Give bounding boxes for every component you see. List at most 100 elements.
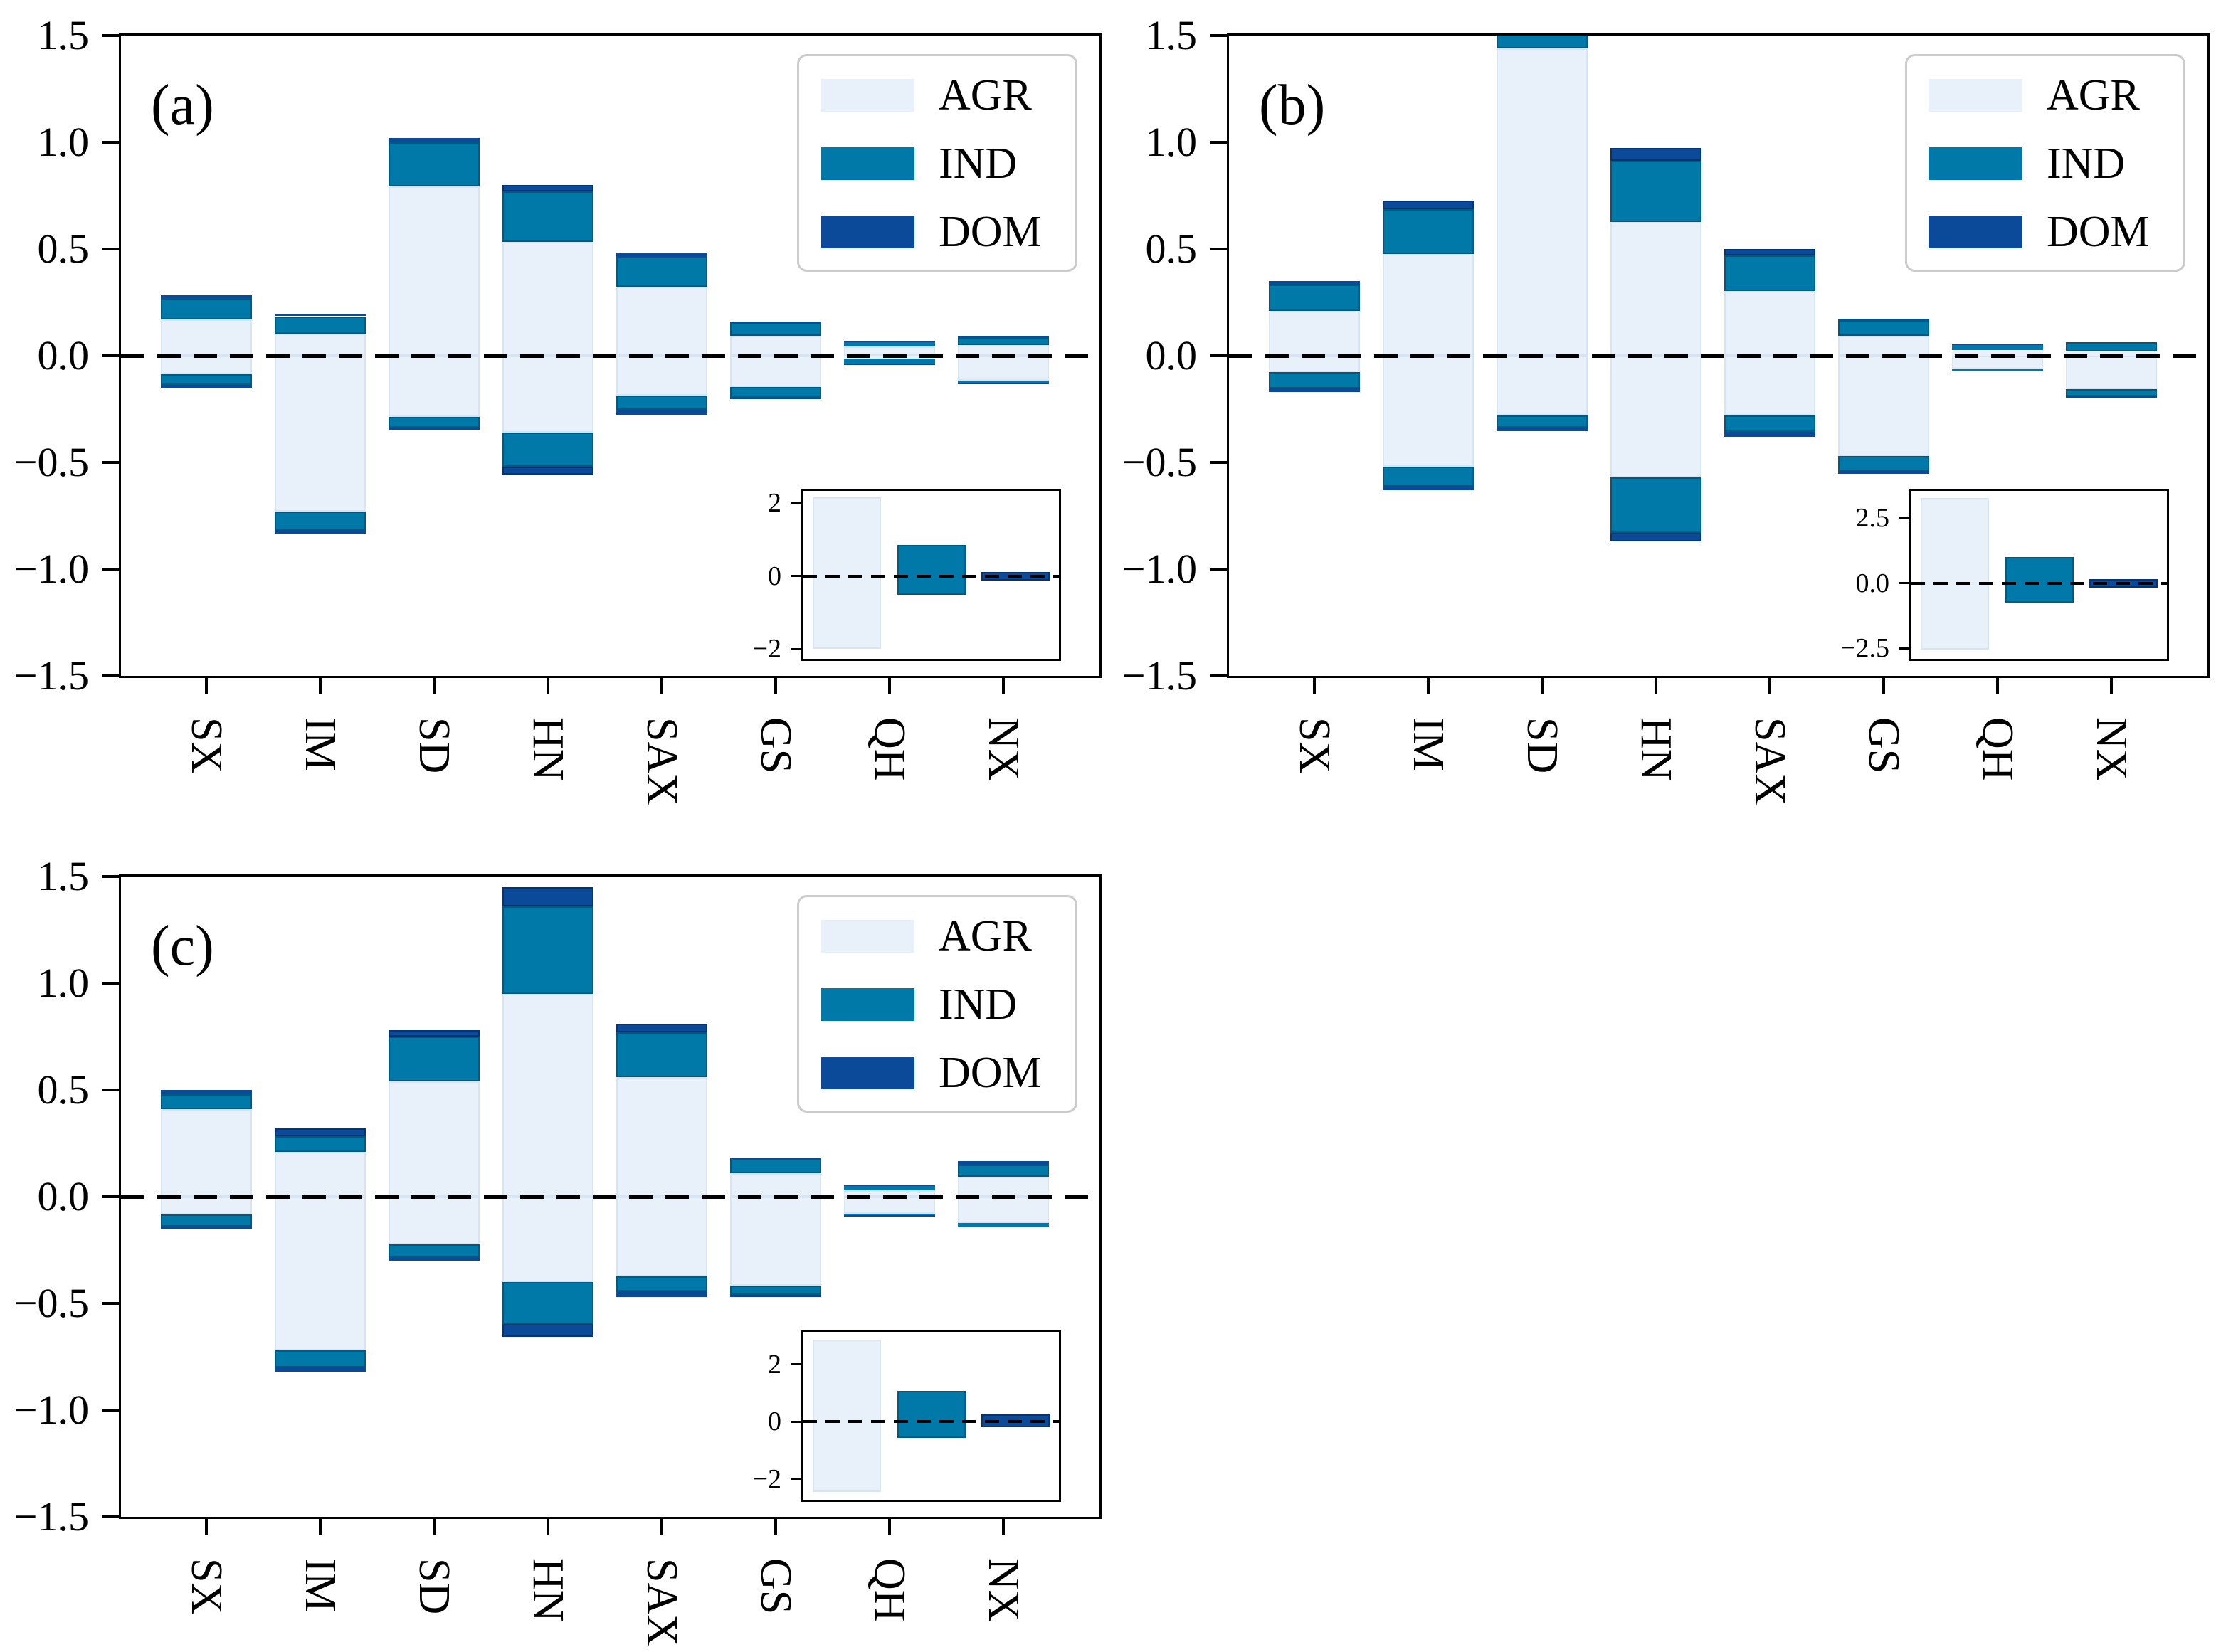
bar-HN-AGR-pos (1610, 221, 1701, 356)
bar-IM-IND-neg (275, 512, 366, 531)
inset-zero-dashed-line (803, 1420, 1059, 1424)
bar-IM-AGR-neg (1383, 356, 1474, 467)
y-tick-label: −1.5 (14, 652, 89, 699)
x-category-label-SX: SX (182, 717, 231, 774)
legend-swatch-IND (1929, 147, 2022, 180)
bar-SX-IND-neg (161, 374, 252, 386)
x-category-label-GS: GS (1859, 717, 1908, 774)
y-tick-mark (102, 1089, 121, 1091)
bar-SAX-AGR-pos (616, 287, 707, 356)
legend: AGR IND DOM (797, 895, 1077, 1113)
x-category-label-SAX: SAX (638, 1558, 686, 1647)
bar-QH-IND-neg (844, 358, 935, 364)
x-tick-mark (205, 676, 208, 694)
bar-SD-AGR-neg (389, 1197, 480, 1244)
y-tick-label: 1.0 (1145, 119, 1198, 165)
legend-swatch-IND (821, 147, 914, 180)
x-category-label-QH: QH (865, 717, 914, 781)
inset-y-tick-label: −2 (752, 1463, 781, 1494)
legend-entry-IND: IND (799, 142, 1075, 189)
bar-SAX-DOM-pos (1724, 249, 1815, 255)
legend-label-AGR: AGR (939, 912, 1032, 960)
inset-y-tick-label: 2 (768, 488, 781, 519)
x-category-label-IM: IM (296, 1558, 344, 1612)
bar-GS-DOM-pos (730, 1158, 821, 1160)
bar-HN-AGR-pos (502, 994, 593, 1197)
bar-HN-AGR-pos (502, 241, 593, 356)
bar-SD-DOM-pos (389, 1030, 480, 1037)
inset-y-tick-mark (791, 502, 803, 504)
y-tick-mark (102, 1515, 121, 1518)
bar-SAX-DOM-pos (616, 253, 707, 258)
bar-IM-AGR-pos (275, 1152, 366, 1197)
inset-c: 2 0 −2 (753, 1330, 1061, 1502)
y-tick-mark (102, 1302, 121, 1305)
bar-HN-DOM-pos (1610, 148, 1701, 162)
bar-SAX-IND-neg (1724, 415, 1815, 433)
legend-entry-AGR: AGR (1907, 73, 2183, 120)
bar-IM-DOM-pos (1383, 201, 1474, 210)
bar-SAX-AGR-neg (616, 1197, 707, 1276)
x-tick-mark (319, 676, 322, 694)
x-tick-mark (319, 1517, 322, 1535)
bar-SX-IND-pos (161, 1094, 252, 1109)
bar-SD-IND-neg (389, 417, 480, 428)
bar-SAX-IND-pos (1724, 255, 1815, 292)
bar-IM-DOM-neg (275, 530, 366, 534)
bar-HN-DOM-neg (502, 467, 593, 475)
legend-label-DOM: DOM (939, 1049, 1042, 1097)
inset-y-tick-label: 0 (768, 1407, 781, 1437)
subplot-a: 1.5 1.0 0.5 0.0 −0.5 −1.0 −1.5 SX IM SD HN SAX GS QH N… (14, 15, 1102, 805)
inset-y-tick-label: −2 (752, 634, 781, 664)
y-tick-mark (102, 248, 121, 250)
inset-bar-IND (897, 545, 966, 595)
x-tick-mark (1002, 676, 1005, 694)
bar-GS-IND-neg (730, 1285, 821, 1295)
y-tick-mark (102, 1195, 121, 1198)
bar-GS-IND-pos (730, 1159, 821, 1173)
y-tick-mark (1210, 568, 1229, 571)
bar-HN-AGR-neg (1610, 356, 1701, 477)
bar-SD-IND-neg (1497, 415, 1588, 428)
bar-IM-AGR-neg (275, 356, 366, 512)
bar-HN-DOM-neg (1610, 533, 1701, 541)
inset-bar-AGR (813, 497, 881, 650)
x-category-label-GS: GS (751, 717, 800, 774)
bar-NX-DOM-pos (2066, 341, 2157, 344)
legend-entry-AGR: AGR (799, 914, 1075, 961)
bar-SX-IND-neg (161, 1214, 252, 1227)
bar-SX-DOM-neg (161, 1227, 252, 1230)
x-category-label-SD: SD (410, 717, 458, 774)
inset-y-tick-mark (791, 575, 803, 578)
bar-QH-AGR-neg (844, 1197, 935, 1214)
x-tick-mark (1768, 676, 1771, 694)
bar-NX-IND-neg (958, 380, 1049, 383)
bar-QH-IND-pos (1952, 344, 2043, 351)
x-tick-mark (1882, 676, 1885, 694)
y-tick-mark (102, 982, 121, 985)
x-category-label-NX: NX (979, 717, 1028, 781)
x-category-label-NX: NX (2087, 717, 2136, 781)
bar-QH-DOM-neg (844, 1215, 935, 1217)
bar-HN-AGR-neg (502, 356, 593, 433)
y-tick-label: 0.0 (1145, 332, 1198, 378)
bar-NX-AGR-neg (958, 356, 1049, 381)
x-category-label-SAX: SAX (638, 717, 686, 806)
legend-swatch-IND (821, 988, 914, 1021)
bar-SD-AGR-pos (1497, 48, 1588, 356)
bar-IM-DOM-neg (1383, 486, 1474, 490)
bar-IM-AGR-neg (275, 1197, 366, 1350)
bar-SX-DOM-neg (161, 385, 252, 388)
y-tick-mark (102, 461, 121, 464)
y-tick-label: −0.5 (1122, 439, 1197, 485)
inset-y-tick-mark (791, 1363, 803, 1366)
inset-y-tick-label: 0.0 (1855, 568, 1890, 598)
bar-GS-DOM-pos (730, 322, 821, 324)
x-category-label-QH: QH (865, 1558, 914, 1622)
y-tick-mark (1210, 461, 1229, 464)
bar-SAX-IND-pos (616, 257, 707, 287)
panel-label-b: (b) (1259, 74, 1326, 137)
x-category-label-SX: SX (1290, 717, 1339, 774)
x-tick-mark (1427, 676, 1430, 694)
y-tick-label: 1.0 (37, 960, 90, 1006)
